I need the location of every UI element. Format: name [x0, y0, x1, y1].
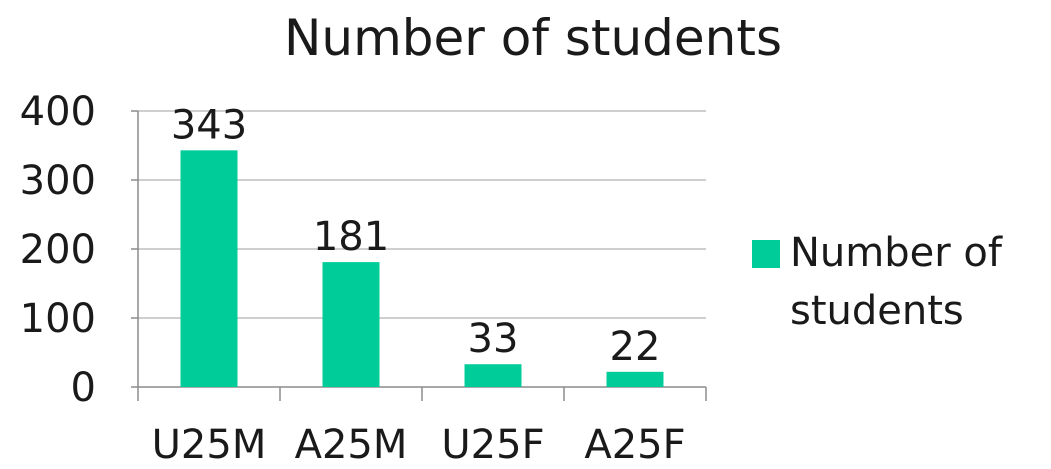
y-axis-tick-label: 100: [20, 296, 96, 342]
y-axis-tick-label: 300: [20, 158, 96, 204]
x-axis-category-label: A25F: [584, 422, 685, 468]
x-axis-category-label: A25M: [295, 422, 408, 468]
legend-label-line-1: Number of: [790, 230, 1003, 276]
y-axis-tick-label: 0: [71, 365, 96, 411]
data-label: 343: [171, 102, 247, 148]
legend-swatch: [752, 240, 780, 268]
y-axis-tick-label: 200: [20, 227, 96, 273]
data-label: 33: [468, 316, 519, 362]
legend: Number of students: [752, 230, 1003, 334]
data-label: 22: [610, 324, 661, 370]
x-axis-category-label: U25F: [441, 422, 544, 468]
x-axis-category-label: U25M: [152, 422, 267, 468]
bars: [180, 150, 664, 387]
data-label: 181: [313, 214, 389, 260]
bar-a25f: [606, 371, 664, 387]
bar-u25f: [464, 364, 522, 387]
data-labels: 343 181 33 22: [171, 102, 661, 369]
bar-a25m: [322, 262, 380, 387]
bar-u25m: [180, 150, 238, 387]
x-axis-category-labels: U25M A25M U25F A25F: [152, 422, 686, 468]
chart-title: Number of students: [284, 9, 782, 67]
y-axis-tick-labels: 0 100 200 300 400: [20, 89, 96, 411]
legend-label-line-2: students: [790, 288, 964, 334]
y-axis-tick-label: 400: [20, 89, 96, 135]
